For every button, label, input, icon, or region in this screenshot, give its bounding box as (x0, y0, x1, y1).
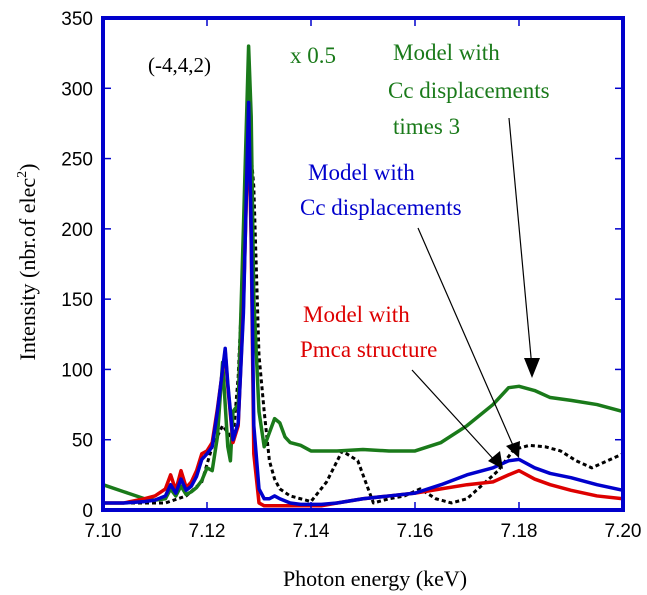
arrow-red (411, 369, 498, 464)
x-tick-label: 7.12 (189, 521, 226, 542)
series-line-red (101, 114, 625, 508)
y-tick-label: 350 (61, 9, 93, 30)
y-tick-label: 300 (61, 79, 93, 100)
scale-note: x 0.5 (290, 43, 336, 68)
y-axis-title-main: Intensity (nbr.of elec (15, 178, 40, 361)
x-tick-label: 7.18 (501, 521, 538, 542)
x-tick-label: 7.14 (293, 521, 330, 542)
series-layer (101, 44, 625, 508)
annotation-arrows (411, 117, 540, 469)
y-tick-label: 200 (61, 220, 93, 241)
x-tick-label: 7.16 (397, 521, 434, 542)
arrowhead-blue (506, 441, 520, 458)
arrowhead-green (524, 358, 540, 378)
series-line-blue (101, 100, 625, 507)
annotation-green-line3: times 3 (393, 114, 460, 139)
x-axis-title: Photon energy (keV) (283, 566, 467, 591)
y-tick-label: 0 (82, 501, 93, 522)
series-line-green (101, 44, 625, 502)
annotation-blue-line1: Model with (308, 160, 415, 185)
arrow-green (508, 117, 533, 369)
plot-frame (101, 16, 625, 512)
annotation-blue-line2: Cc displacements (300, 195, 462, 220)
reflection-label: (-4,4,2) (148, 53, 211, 77)
annotation-green-line1: Model with (393, 40, 500, 65)
y-tick-label: 50 (72, 431, 93, 452)
annotation-green-line2: Cc displacements (388, 78, 550, 103)
arrowhead-red (488, 451, 503, 469)
y-axis-title-close: ) (15, 164, 40, 171)
y-tick-label: 250 (61, 150, 93, 171)
y-axis-title: Intensity (nbr.of elec2) (15, 164, 40, 361)
annotation-red-line1: Model with (303, 302, 410, 327)
annotation-red-line2: Pmca structure (300, 337, 437, 362)
y-axis-title-sup: 2 (15, 171, 30, 178)
arrow-blue (417, 227, 516, 451)
y-tick-label: 100 (61, 360, 93, 381)
y-tick-label: 150 (61, 290, 93, 311)
ticks-layer: 7.10 7.12 7.14 7.16 7.18 7.20 0 50 100 150 200 250 3… (61, 9, 641, 542)
x-tick-label: 7.20 (605, 521, 642, 542)
x-tick-label: 7.10 (85, 521, 122, 542)
